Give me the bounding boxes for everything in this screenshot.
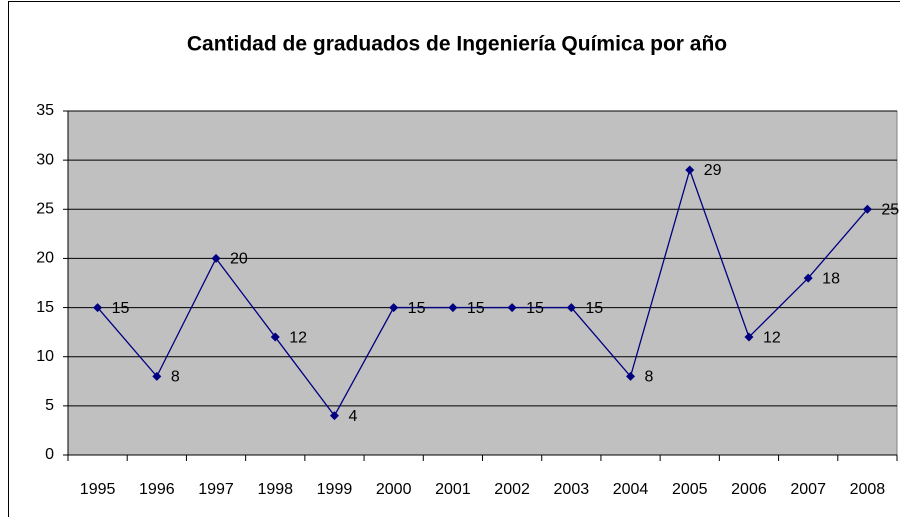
data-label: 15 — [408, 300, 426, 317]
x-tick-label: 1999 — [317, 481, 353, 498]
y-tick-label: 35 — [36, 102, 54, 119]
data-label: 4 — [348, 408, 357, 425]
data-point — [803, 273, 813, 283]
y-tick-label: 20 — [36, 250, 54, 267]
data-point — [685, 165, 695, 175]
y-tick-label: 15 — [36, 299, 54, 316]
x-tick-label: 1995 — [80, 481, 116, 498]
x-tick-label: 2002 — [494, 481, 530, 498]
data-point — [329, 411, 339, 421]
y-tick-label: 30 — [36, 151, 54, 168]
y-tick-label: 25 — [36, 201, 54, 218]
x-tick-label: 2007 — [790, 481, 826, 498]
x-tick-label: 1998 — [257, 481, 293, 498]
data-label: 18 — [822, 270, 840, 287]
data-point — [152, 371, 162, 381]
y-tick-label: 0 — [45, 446, 54, 463]
data-point — [507, 303, 517, 313]
data-label: 25 — [881, 202, 899, 219]
data-point — [270, 332, 280, 342]
chart-title: Cantidad de graduados de Ingeniería Quím… — [187, 33, 727, 56]
data-point — [93, 303, 103, 313]
plot-background — [67, 110, 898, 456]
data-label: 8 — [171, 369, 180, 386]
data-label: 29 — [704, 162, 722, 179]
x-tick-label: 2004 — [613, 481, 649, 498]
data-label: 12 — [289, 329, 307, 346]
data-label: 8 — [645, 369, 654, 386]
data-label: 15 — [585, 300, 603, 317]
x-tick-label: 2005 — [672, 481, 708, 498]
y-tick-label: 10 — [36, 348, 54, 365]
data-label: 15 — [467, 300, 485, 317]
x-tick-label: 2000 — [376, 481, 412, 498]
data-label: 15 — [526, 300, 544, 317]
x-tick-label: 1997 — [198, 481, 234, 498]
data-point — [862, 204, 872, 214]
data-point — [448, 303, 458, 313]
data-point — [566, 303, 576, 313]
data-label: 12 — [763, 329, 781, 346]
data-point — [744, 332, 754, 342]
y-tick-label: 5 — [45, 397, 54, 414]
data-point — [626, 371, 636, 381]
x-tick-label: 2001 — [435, 481, 471, 498]
data-point — [211, 253, 221, 263]
x-tick-label: 2008 — [850, 481, 886, 498]
series-line — [97, 167, 868, 417]
data-label: 20 — [230, 251, 248, 268]
x-tick-label: 2003 — [554, 481, 590, 498]
data-label: 15 — [112, 300, 130, 317]
x-tick-label: 2006 — [731, 481, 767, 498]
data-point — [389, 303, 399, 313]
x-tick-label: 1996 — [139, 481, 175, 498]
